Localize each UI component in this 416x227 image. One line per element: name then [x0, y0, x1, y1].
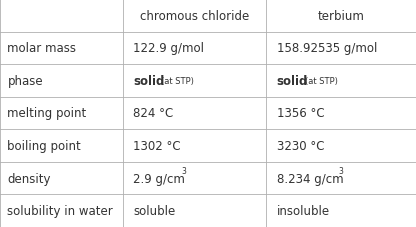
Text: 1302 °C: 1302 °C	[133, 139, 181, 152]
Text: 122.9 g/mol: 122.9 g/mol	[133, 42, 204, 55]
Text: soluble: soluble	[133, 204, 176, 217]
Text: 3: 3	[181, 167, 186, 176]
Text: 3230 °C: 3230 °C	[277, 139, 324, 152]
Text: 8.234 g/cm: 8.234 g/cm	[277, 172, 343, 185]
Text: 158.92535 g/mol: 158.92535 g/mol	[277, 42, 377, 55]
Text: terbium: terbium	[318, 10, 364, 23]
Text: melting point: melting point	[7, 107, 87, 120]
Text: 1356 °C: 1356 °C	[277, 107, 324, 120]
Text: phase: phase	[7, 75, 43, 88]
Text: solubility in water: solubility in water	[7, 204, 113, 217]
Text: (at STP): (at STP)	[161, 76, 194, 86]
Text: 2.9 g/cm: 2.9 g/cm	[133, 172, 185, 185]
Text: 3: 3	[338, 167, 343, 176]
Text: insoluble: insoluble	[277, 204, 330, 217]
Text: molar mass: molar mass	[7, 42, 77, 55]
Text: 824 °C: 824 °C	[133, 107, 173, 120]
Text: density: density	[7, 172, 51, 185]
Text: boiling point: boiling point	[7, 139, 81, 152]
Text: chromous chloride: chromous chloride	[140, 10, 249, 23]
Text: solid: solid	[133, 75, 164, 88]
Text: (at STP): (at STP)	[305, 76, 338, 86]
Text: solid: solid	[277, 75, 308, 88]
